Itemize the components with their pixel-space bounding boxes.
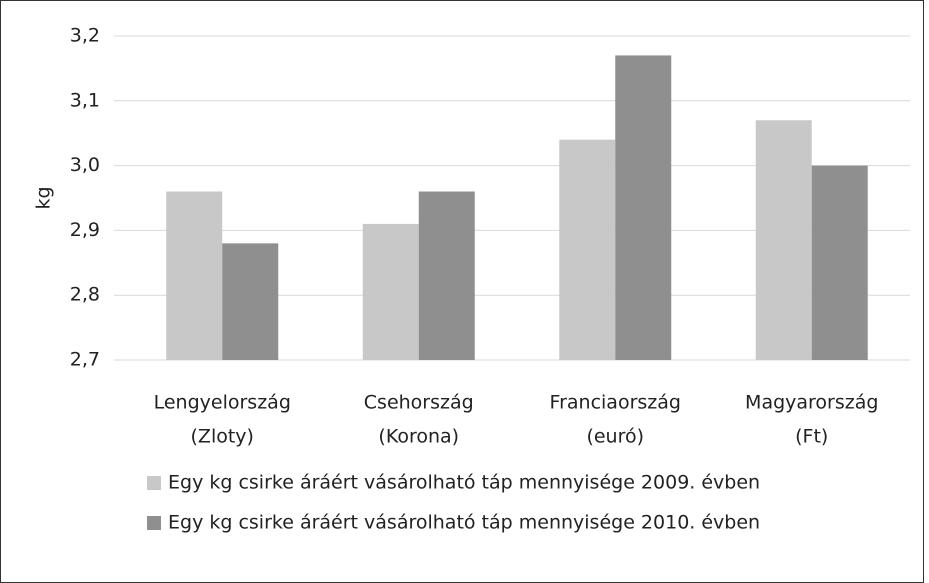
bar [755, 120, 812, 361]
bar [418, 191, 475, 360]
x-tick-label: (euró) [586, 426, 644, 448]
bar [615, 55, 672, 360]
legend-swatch [147, 476, 161, 490]
y-tick-label: 3,0 [70, 154, 100, 176]
x-tick-label: (Zloty) [191, 426, 254, 448]
legend-label: Egy kg csirke áráért vásárolható táp men… [168, 512, 760, 534]
y-tick-label: 2,7 [70, 349, 100, 371]
bar [559, 139, 616, 360]
y-tick-label: 2,8 [70, 284, 100, 306]
bar [362, 223, 419, 360]
bar [811, 165, 868, 360]
x-tick-label: Magyarország [745, 392, 878, 414]
legend-label: Egy kg csirke áráért vásárolható táp men… [168, 472, 760, 494]
x-tick-label: Csehország [364, 392, 474, 414]
y-tick-label: 3,2 [70, 25, 100, 47]
x-tick-label: Lengyelország [154, 392, 291, 414]
x-tick-label: (Ft) [795, 426, 828, 448]
x-tick-label: (Korona) [378, 426, 459, 448]
y-tick-label: 3,1 [70, 89, 100, 111]
legend-swatch [147, 516, 161, 530]
y-tick-label: 2,9 [70, 219, 100, 241]
x-tick-label: Franciaország [550, 392, 681, 414]
y-axis-label: kg [33, 186, 55, 209]
bar [222, 243, 279, 360]
bar [166, 191, 223, 360]
